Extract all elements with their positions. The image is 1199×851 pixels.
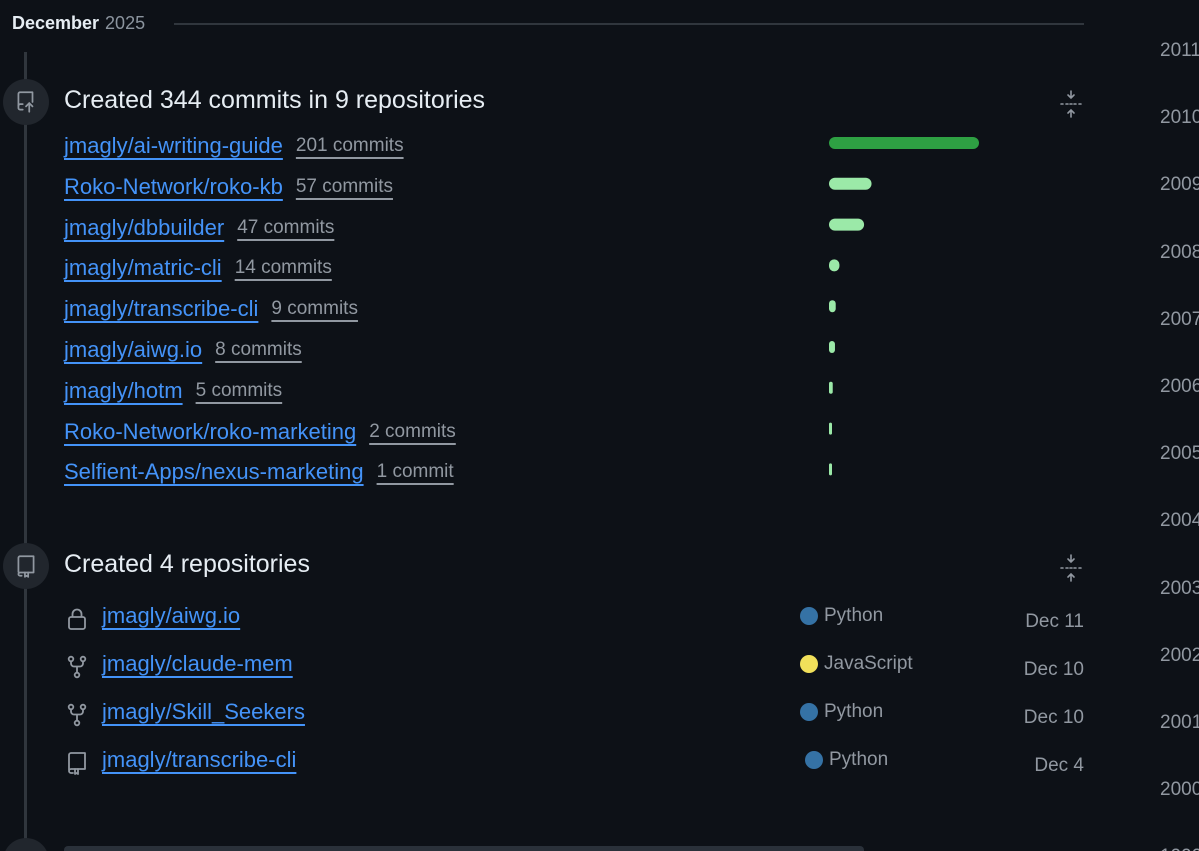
created-repo-row: jmagly/transcribe-cli Python Dec 4 xyxy=(64,745,1084,781)
language-color-dot xyxy=(805,751,823,769)
repo-forked-icon xyxy=(64,653,90,681)
month-name: December xyxy=(12,13,100,33)
commits-event-title: Created 344 commits in 9 repositories xyxy=(64,86,486,114)
commit-count-link[interactable]: 8 commits xyxy=(215,339,302,360)
commit-repo-row: jmagly/dbbuilder 47 commits xyxy=(64,211,334,245)
commit-repo-row: Roko-Network/roko-marketing 2 commits xyxy=(64,415,456,449)
language-color-dot xyxy=(800,703,818,721)
repo-icon xyxy=(64,749,90,777)
commit-repo-row: jmagly/hotm 5 commits xyxy=(64,374,282,408)
repo-link[interactable]: jmagly/transcribe-cli xyxy=(102,747,297,772)
repo-language: Python xyxy=(800,701,883,723)
year-link[interactable]: 2003 xyxy=(1160,577,1199,599)
repo-link[interactable]: jmagly/Skill_Seekers xyxy=(102,699,305,724)
next-event-title xyxy=(64,840,884,851)
commit-repo-row: jmagly/transcribe-cli 9 commits xyxy=(64,292,358,326)
repo-icon xyxy=(3,543,49,589)
repo-language: JavaScript xyxy=(800,653,913,675)
language-label: Python xyxy=(824,605,884,626)
repo-link[interactable]: Roko-Network/roko-marketing xyxy=(64,418,357,444)
commit-bar xyxy=(829,218,865,231)
repo-link[interactable]: jmagly/matric-cli xyxy=(64,255,222,281)
commit-count-link[interactable]: 2 commits xyxy=(369,420,456,442)
repo-link[interactable]: jmagly/dbbuilder xyxy=(64,214,225,240)
repo-created-date: Dec 10 xyxy=(1023,659,1084,680)
commit-repo-row: jmagly/ai-writing-guide 201 commits xyxy=(64,129,404,163)
commit-repo-row: jmagly/matric-cli 14 commits xyxy=(64,251,332,285)
fold-icon[interactable] xyxy=(1058,89,1084,119)
repo-created-date: Dec 11 xyxy=(1025,611,1084,632)
month-year: 2025 xyxy=(105,13,146,33)
year-link[interactable]: 2001 xyxy=(1160,712,1199,733)
repos-event-title: Created 4 repositories xyxy=(64,550,310,578)
repo-push-icon xyxy=(3,79,49,125)
repo-link[interactable]: Roko-Network/roko-kb xyxy=(64,173,283,199)
timeline-line xyxy=(24,52,27,851)
commit-bar xyxy=(829,137,979,149)
repo-link[interactable]: Selfient-Apps/nexus-marketing xyxy=(64,459,364,485)
repo-language: Python xyxy=(800,605,883,627)
year-link[interactable]: 2002 xyxy=(1160,644,1199,666)
repo-created-date: Dec 4 xyxy=(1034,755,1084,776)
repo-link[interactable]: jmagly/transcribe-cli xyxy=(64,296,259,322)
commit-count-link[interactable]: 201 commits xyxy=(295,135,404,156)
fold-icon[interactable] xyxy=(1058,553,1084,583)
year-link[interactable]: 2006 xyxy=(1160,376,1199,397)
repo-forked-icon xyxy=(64,701,90,729)
commit-bar xyxy=(829,422,832,435)
commit-count-link[interactable]: 47 commits xyxy=(237,216,335,238)
commit-count-link[interactable]: 9 commits xyxy=(271,298,358,320)
year-link[interactable]: 2007 xyxy=(1160,308,1199,330)
commit-count-link[interactable]: 1 commit xyxy=(376,461,454,483)
lock-icon xyxy=(64,605,90,633)
year-link[interactable]: 2008 xyxy=(1160,241,1199,263)
repo-language: Python xyxy=(805,749,888,771)
commit-bar xyxy=(829,341,835,353)
year-link[interactable]: 2005 xyxy=(1160,443,1199,465)
repo-created-date: Dec 10 xyxy=(1023,707,1084,728)
language-label: JavaScript xyxy=(824,653,913,674)
commit-repo-row: jmagly/aiwg.io 8 commits xyxy=(64,333,302,367)
repo-link[interactable]: jmagly/hotm xyxy=(64,377,183,403)
commit-repo-row: Selfient-Apps/nexus-marketing 1 commit xyxy=(64,455,454,489)
next-event-badge xyxy=(3,838,49,851)
repo-link[interactable]: jmagly/ai-writing-guide xyxy=(64,133,283,158)
created-repo-row: jmagly/aiwg.io Python Dec 11 xyxy=(64,601,1084,637)
year-link[interactable]: 2011 xyxy=(1160,40,1199,61)
commit-repo-row: Roko-Network/roko-kb 57 commits xyxy=(64,170,393,204)
month-heading: December 2025 xyxy=(12,13,145,34)
created-repo-row: jmagly/Skill_Seekers Python Dec 10 xyxy=(64,697,1084,733)
year-link[interactable]: 2010 xyxy=(1160,107,1199,129)
language-color-dot xyxy=(800,655,818,673)
repo-link[interactable]: jmagly/aiwg.io xyxy=(64,337,203,362)
commit-bar xyxy=(829,463,832,476)
commit-count-link[interactable]: 14 commits xyxy=(234,257,332,279)
year-link[interactable]: 2009 xyxy=(1160,174,1199,196)
year-link[interactable]: 1999 xyxy=(1160,846,1199,851)
created-repo-row: jmagly/claude-mem JavaScript Dec 10 xyxy=(64,649,1084,685)
commit-bar xyxy=(829,177,872,190)
commit-bar xyxy=(829,381,833,394)
language-label: Python xyxy=(824,701,884,722)
commit-bar xyxy=(829,300,836,313)
language-color-dot xyxy=(800,607,818,625)
repo-link[interactable]: jmagly/claude-mem xyxy=(102,651,293,676)
language-label: Python xyxy=(829,749,889,770)
commit-count-link[interactable]: 57 commits xyxy=(295,175,393,197)
commit-count-link[interactable]: 5 commits xyxy=(195,379,283,401)
repo-link[interactable]: jmagly/aiwg.io xyxy=(102,603,241,628)
year-link[interactable]: 2000 xyxy=(1160,779,1199,801)
year-link[interactable]: 2004 xyxy=(1160,510,1199,532)
commit-bar xyxy=(829,259,840,272)
month-divider xyxy=(174,23,1084,25)
